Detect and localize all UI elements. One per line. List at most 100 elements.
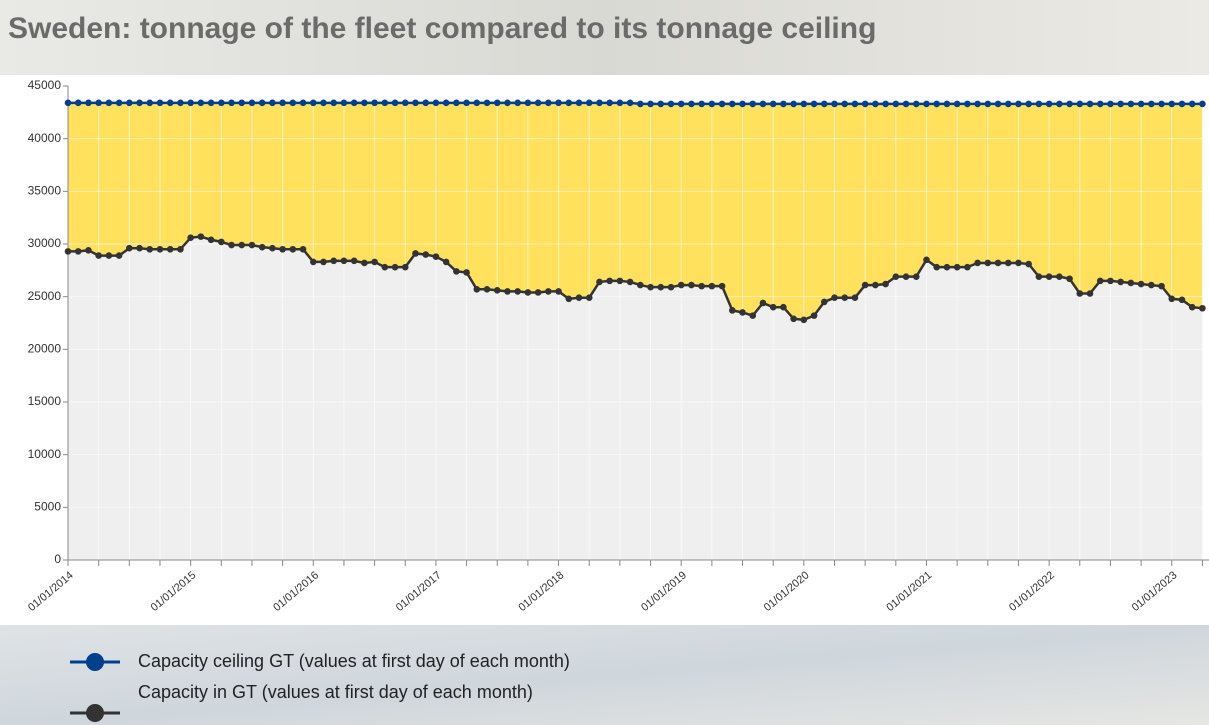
y-tick-label: 35000 xyxy=(28,184,62,198)
point xyxy=(964,101,971,108)
point xyxy=(862,282,869,289)
point xyxy=(617,100,624,107)
point xyxy=(1015,260,1022,267)
point xyxy=(1107,278,1114,285)
point xyxy=(361,100,368,107)
point xyxy=(95,100,102,107)
point xyxy=(453,268,460,275)
legend-label: Capacity in GT (values at first day of e… xyxy=(138,682,533,702)
point xyxy=(269,100,276,107)
point xyxy=(320,100,327,107)
point xyxy=(637,282,644,289)
point xyxy=(893,273,900,280)
point xyxy=(433,100,440,107)
point xyxy=(1036,273,1043,280)
point xyxy=(341,258,348,265)
point xyxy=(330,100,337,107)
point xyxy=(443,259,450,266)
y-tick-label: 30000 xyxy=(28,236,62,250)
point xyxy=(1056,273,1063,280)
point xyxy=(627,279,634,286)
point xyxy=(852,294,859,301)
point xyxy=(535,100,542,107)
point xyxy=(116,252,123,259)
point xyxy=(310,259,317,266)
legend-marker xyxy=(86,704,104,722)
point xyxy=(719,101,726,108)
point xyxy=(933,101,940,108)
point xyxy=(668,284,675,291)
point xyxy=(146,100,153,107)
point xyxy=(606,100,613,107)
point xyxy=(933,264,940,271)
point xyxy=(494,100,501,107)
point xyxy=(647,101,654,108)
point xyxy=(300,246,307,253)
point xyxy=(463,100,470,107)
legend-marker xyxy=(86,653,104,671)
point xyxy=(525,100,532,107)
point xyxy=(606,278,613,285)
y-tick-label: 0 xyxy=(54,552,61,566)
point xyxy=(1097,278,1104,285)
point xyxy=(1097,101,1104,108)
point xyxy=(1087,101,1094,108)
point xyxy=(1076,101,1083,108)
point xyxy=(1138,281,1145,288)
point xyxy=(688,282,695,289)
point xyxy=(872,282,879,289)
point xyxy=(1179,101,1186,108)
point xyxy=(187,100,194,107)
point xyxy=(729,307,736,314)
point xyxy=(913,101,920,108)
point xyxy=(709,283,716,290)
point xyxy=(1107,101,1114,108)
point xyxy=(514,288,521,295)
point xyxy=(739,309,746,316)
point xyxy=(964,264,971,271)
point xyxy=(1056,101,1063,108)
point xyxy=(954,101,961,108)
point xyxy=(545,288,552,295)
point xyxy=(392,264,399,271)
point xyxy=(760,300,767,307)
point xyxy=(565,295,572,302)
point xyxy=(187,234,194,241)
point xyxy=(504,100,511,107)
point xyxy=(167,246,174,253)
point xyxy=(290,246,297,253)
point xyxy=(514,100,521,107)
point xyxy=(811,101,818,108)
point xyxy=(719,283,726,290)
point xyxy=(770,304,777,311)
point xyxy=(780,304,787,311)
point xyxy=(698,101,705,108)
point xyxy=(65,248,72,255)
point xyxy=(862,101,869,108)
point xyxy=(596,279,603,286)
point xyxy=(709,101,716,108)
point xyxy=(688,101,695,108)
point xyxy=(310,100,317,107)
legend-background xyxy=(0,625,1209,725)
point xyxy=(995,260,1002,267)
point xyxy=(576,100,583,107)
point xyxy=(259,100,266,107)
point xyxy=(1036,101,1043,108)
y-tick-label: 20000 xyxy=(28,342,62,356)
point xyxy=(382,100,389,107)
point xyxy=(1117,279,1124,286)
point xyxy=(1138,101,1145,108)
point xyxy=(371,100,378,107)
point xyxy=(770,101,777,108)
point xyxy=(555,100,562,107)
area xyxy=(68,237,1202,560)
point xyxy=(208,236,215,243)
point xyxy=(678,101,685,108)
point xyxy=(433,253,440,260)
point xyxy=(1066,275,1073,282)
point xyxy=(882,281,889,288)
point xyxy=(749,101,756,108)
point xyxy=(1087,290,1094,297)
point xyxy=(351,100,358,107)
